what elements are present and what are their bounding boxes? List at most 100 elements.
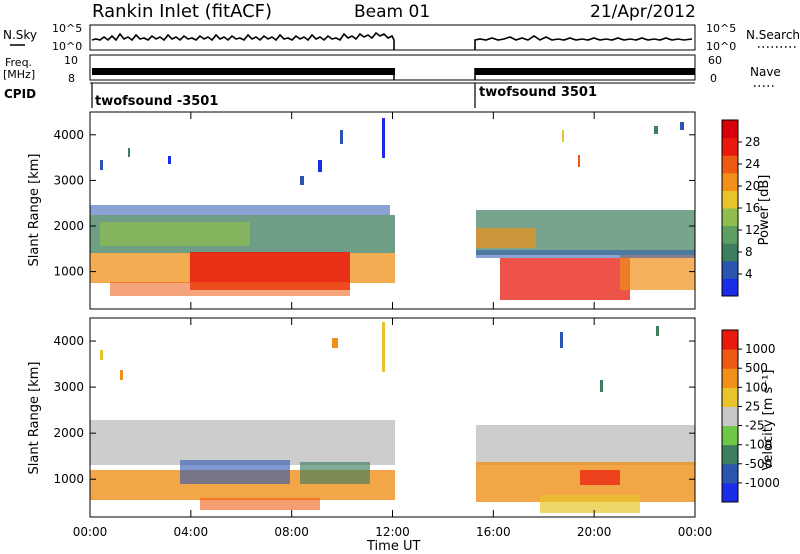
velocity-colorbar-label: Velocity [m s⁻¹] (761, 370, 776, 471)
velocity-band-left-blue (180, 460, 290, 484)
beam-title: Beam 01 (354, 2, 430, 22)
nsky-label: N.Sky (3, 28, 37, 42)
velocity-xtick-label: 12:00 (375, 525, 410, 539)
power-echo-speckle (578, 155, 580, 167)
nave-tick-top: 60 (708, 54, 722, 67)
power-band-right-mid (620, 255, 695, 290)
colorbar-tick-label: 28 (745, 135, 760, 149)
freq-frame (89, 54, 696, 81)
cpid-label: CPID (4, 87, 36, 101)
velocity-band-right-red (580, 470, 620, 485)
velocity-echo-speckle (120, 370, 123, 380)
velocity-ytick-label: 4000 (53, 334, 84, 348)
power-panel: Slant Range [km] 1000 2000 3000 4000 4 8 12 16… (27, 111, 772, 310)
velocity-ytick-label: 2000 (53, 426, 84, 440)
date-title: 21/Apr/2012 (590, 2, 696, 22)
colorbar-tick-label: 16 (745, 201, 760, 215)
velocity-echo-speckle (382, 322, 385, 372)
colorbar-segment (722, 208, 738, 227)
freq-label-line1: Freq. (5, 56, 32, 69)
site-title: Rankin Inlet (fitACF) (92, 1, 272, 22)
colorbar-tick-label: 100 (745, 380, 768, 394)
velocity-band-right-low (540, 495, 640, 513)
power-colorbar-label: Power [dB] (757, 175, 772, 246)
power-echo-speckle (318, 160, 322, 172)
velocity-echo-speckle (560, 332, 563, 348)
colorbar-tick-label: 20 (745, 179, 760, 193)
colorbar-tick-label: 4 (745, 267, 753, 281)
power-band-right-low (500, 258, 630, 300)
freq-tick-bottom: 8 (68, 72, 75, 85)
colorbar-tick-label: 500 (745, 361, 768, 375)
nsky-trace-2 (474, 35, 693, 50)
velocity-echo-speckle (600, 380, 603, 392)
power-y-axis: 1000 2000 3000 4000 (53, 128, 695, 279)
colorbar-frame (721, 329, 739, 503)
power-ytick-label: 2000 (53, 219, 84, 233)
power-echo-speckle (128, 148, 130, 157)
power-echoes (90, 118, 695, 300)
cpid-entry-1: twofsound -3501 (95, 94, 218, 109)
velocity-xtick-label: 00:00 (678, 525, 713, 539)
velocity-y-axis: 1000 2000 3000 4000 (53, 334, 695, 486)
colorbar-tick-label: 8 (745, 245, 753, 259)
colorbar-segment (722, 406, 738, 427)
colorbar-segment (722, 120, 738, 139)
nsky-right-tick-bottom: 10^0 (706, 40, 736, 53)
colorbar-segment (722, 225, 738, 244)
colorbar-segment (722, 368, 738, 388)
colorbar-segment (722, 260, 738, 279)
power-band-right-fringe (476, 250, 695, 258)
velocity-band-left-red (200, 498, 320, 510)
colorbar-tick-label: -100 (745, 438, 772, 452)
power-echo-speckle (340, 130, 343, 144)
colorbar-tick-label: 24 (745, 157, 760, 171)
velocity-ytick-label: 3000 (53, 380, 84, 394)
colorbar-tick-label: 1000 (745, 342, 776, 356)
freq-band-2 (475, 68, 695, 75)
velocity-xtick-label: 20:00 (577, 525, 612, 539)
nsky-trace-1 (91, 31, 395, 50)
colorbar-segment (722, 137, 738, 156)
power-echo-speckle (680, 122, 684, 130)
colorbar-segment (722, 463, 738, 484)
cpid-strip: CPID twofsound -3501 twofsound 3501 (4, 82, 695, 109)
velocity-ground-scatter-left (90, 420, 395, 465)
velocity-echoes (90, 322, 695, 513)
velocity-ytick-label: 1000 (53, 472, 84, 486)
freq-band-1 (92, 68, 395, 75)
power-echo-speckle (100, 160, 103, 170)
power-echo-speckle (562, 130, 564, 142)
freq-label-line2: [MHz] (3, 68, 35, 81)
colorbar-tick-label: -25 (745, 419, 765, 433)
velocity-colorbar: 1000 500 100 25 -25 -100 -500 -1000 (721, 329, 780, 503)
velocity-xlabel: Time UT (366, 539, 420, 554)
freq-tick-top: 10 (64, 54, 78, 67)
nave-label: Nave (750, 65, 781, 79)
power-band-right-upper-2 (476, 228, 536, 248)
colorbar-segment (722, 243, 738, 262)
colorbar-tick-label: -500 (745, 457, 772, 471)
velocity-x-axis: 00:00 04:00 08:00 12:00 16:00 20:00 00:00 (73, 318, 713, 539)
colorbar-tick-label: 25 (745, 399, 760, 413)
colorbar-segment (722, 482, 738, 503)
freq-strip: Freq. [MHz] 10 8 60 0 Nave (3, 54, 781, 87)
colorbar-segment (722, 172, 738, 191)
power-band-left-low (110, 282, 350, 296)
velocity-xtick-label: 08:00 (274, 525, 309, 539)
power-ytick-label: 1000 (53, 265, 84, 279)
velocity-ylabel: Slant Range [km] (27, 362, 42, 475)
nave-tick-bottom: 0 (710, 72, 717, 85)
power-echo-speckle (654, 126, 658, 134)
nsky-frame (89, 24, 696, 51)
power-echo-speckle (168, 156, 171, 164)
velocity-xtick-label: 00:00 (73, 525, 108, 539)
colorbar-segment (722, 387, 738, 407)
velocity-panel: Slant Range [km] 1000 2000 3000 4000 00:00 0… (27, 317, 780, 554)
power-x-axis (89, 112, 696, 309)
power-echo-speckle (300, 176, 304, 185)
power-colorbar: 4 8 12 16 20 24 28 (721, 119, 760, 297)
nsearch-label: N.Search (746, 28, 800, 42)
power-band-left-upper-2 (100, 222, 250, 246)
